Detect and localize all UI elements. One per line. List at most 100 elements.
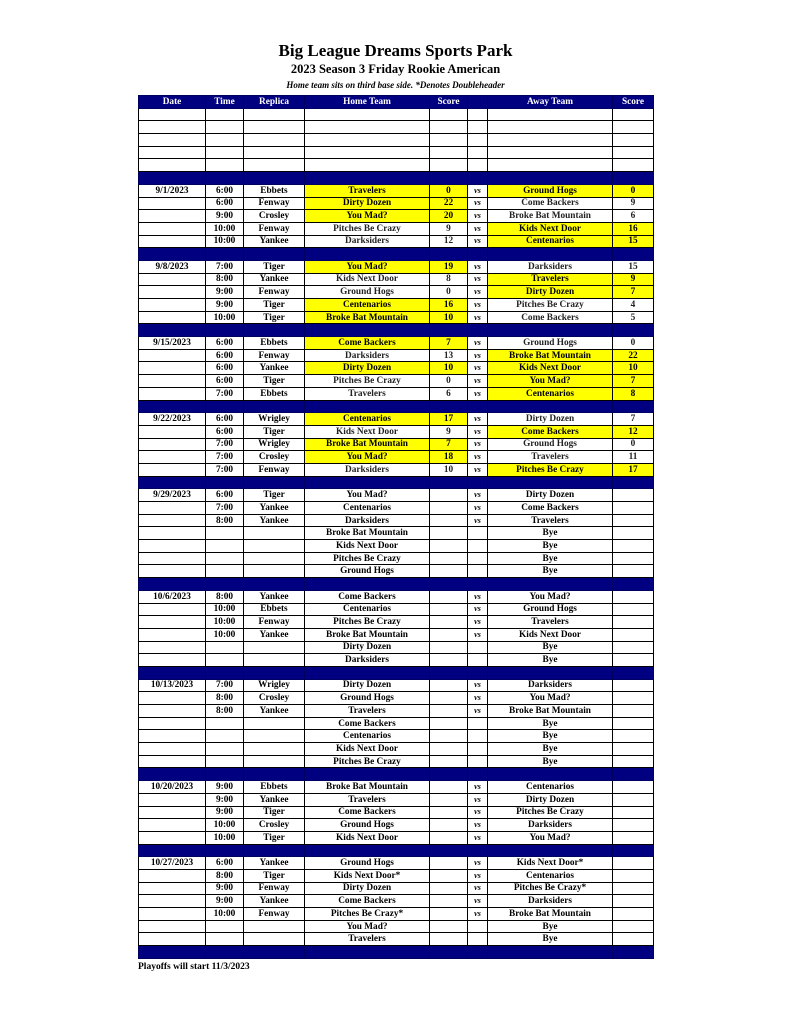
vs-cell: vs <box>467 894 488 908</box>
away-score-cell <box>612 742 654 756</box>
vs-cell: vs <box>467 691 488 705</box>
empty-row-cell <box>429 158 468 173</box>
week-separator <box>138 247 654 261</box>
replica-cell <box>243 742 305 756</box>
home-team-cell: Kids Next Door <box>304 539 430 553</box>
date-cell <box>138 272 206 287</box>
game-row: Ground Hogs Bye <box>138 564 654 579</box>
vs-cell: vs <box>467 792 488 807</box>
away-team-cell: Travelers <box>487 513 613 528</box>
page-title: Big League Dreams Sports Park <box>278 41 513 60</box>
column-header-away-score: Score <box>612 95 654 109</box>
empty-row-cell <box>467 120 488 135</box>
vs-cell: vs <box>467 386 488 401</box>
home-team-cell: Dirty Dozen <box>304 640 430 655</box>
home-team-cell: Darksiders <box>304 653 430 667</box>
away-team-cell: Bye <box>487 640 613 655</box>
away-team-cell: Come Backers <box>487 310 613 325</box>
away-score-cell: 4 <box>612 298 654 312</box>
replica-cell <box>243 539 305 553</box>
replica-cell: Tiger <box>243 805 305 820</box>
home-team-cell: Kids Next Door <box>304 424 430 439</box>
time-cell <box>205 564 244 579</box>
date-cell <box>138 513 206 528</box>
away-team-cell: Dirty Dozen <box>487 412 613 426</box>
week-separator-cell <box>429 843 468 858</box>
playoffs-note: Playoffs will start 11/3/2023 <box>138 962 250 972</box>
home-team-cell: Come Backers <box>304 894 430 908</box>
away-score-cell <box>612 513 654 528</box>
replica-cell: Fenway <box>243 881 305 896</box>
replica-cell <box>243 551 305 566</box>
away-score-cell <box>612 881 654 896</box>
vs-cell: vs <box>467 424 488 439</box>
away-team-cell: Ground Hogs <box>487 183 613 198</box>
vs-cell: vs <box>467 805 488 820</box>
time-cell: 6:00 <box>205 348 244 363</box>
empty-row-cell <box>138 145 206 160</box>
home-team-cell: Pitches Be Crazy <box>304 615 430 629</box>
week-separator-cell <box>612 767 654 782</box>
week-separator-cell <box>138 475 206 490</box>
home-score-cell <box>429 501 468 515</box>
game-row: 8:00 Yankee Darksiders vs Travelers <box>138 513 654 528</box>
home-score-cell <box>429 704 468 718</box>
empty-row <box>138 145 654 160</box>
empty-row-cell <box>467 158 488 173</box>
time-cell: 6:00 <box>205 336 244 350</box>
away-score-cell <box>612 539 654 553</box>
replica-cell: Ebbets <box>243 336 305 350</box>
week-separator-cell <box>429 323 468 338</box>
vs-cell: vs <box>467 881 488 896</box>
date-cell <box>138 792 206 807</box>
away-score-cell: 7 <box>612 374 654 388</box>
empty-row-cell <box>612 120 654 135</box>
date-cell <box>138 754 206 769</box>
week-separator-cell <box>243 843 305 858</box>
game-row: 7:00 Fenway Darksiders 10 vs Pitches Be Crazy… <box>138 462 654 477</box>
home-team-cell: Travelers <box>304 792 430 807</box>
week-separator-cell <box>138 767 206 782</box>
away-score-cell <box>612 919 654 934</box>
time-cell: 6:00 <box>205 856 244 870</box>
week-separator-cell <box>243 171 305 185</box>
time-cell <box>205 919 244 934</box>
game-row: 9:00 Yankee Travelers vs Dirty Dozen <box>138 792 654 807</box>
away-team-cell: Pitches Be Crazy <box>487 462 613 477</box>
home-team-cell: Come Backers <box>304 589 430 604</box>
replica-cell: Ebbets <box>243 780 305 794</box>
empty-row-cell <box>487 107 613 122</box>
vs-cell: vs <box>467 907 488 921</box>
empty-row-cell <box>304 158 430 173</box>
week-separator-cell <box>205 247 244 261</box>
date-cell <box>138 881 206 896</box>
home-team-cell: Darksiders <box>304 513 430 528</box>
home-score-cell: 17 <box>429 412 468 426</box>
week-separator-cell <box>243 247 305 261</box>
vs-cell: vs <box>467 678 488 693</box>
home-team-cell: Broke Bat Mountain <box>304 526 430 541</box>
replica-cell: Fenway <box>243 285 305 299</box>
home-score-cell: 7 <box>429 336 468 350</box>
vs-cell: vs <box>467 183 488 198</box>
vs-cell: vs <box>467 209 488 223</box>
vs-cell: vs <box>467 234 488 249</box>
empty-row-cell <box>429 107 468 122</box>
away-team-cell: Dirty Dozen <box>487 792 613 807</box>
empty-row-cell <box>487 145 613 160</box>
date-cell <box>138 704 206 718</box>
vs-cell <box>467 551 488 566</box>
replica-cell <box>243 919 305 934</box>
week-separator-cell <box>205 665 244 680</box>
game-row: Pitches Be Crazy Bye <box>138 754 654 769</box>
game-row: 7:00 Wrigley Broke Bat Mountain 7 vs Ground H… <box>138 437 654 452</box>
time-cell <box>205 754 244 769</box>
replica-cell: Tiger <box>243 310 305 325</box>
week-separator <box>138 171 654 185</box>
game-row: 9/8/2023 7:00 Tiger You Mad? 19 vs Darksiders 1… <box>138 259 654 274</box>
week-separator-cell <box>304 945 430 959</box>
empty-row <box>138 158 654 173</box>
week-separator-cell <box>467 665 488 680</box>
date-cell: 10/27/2023 <box>138 856 206 870</box>
home-score-cell <box>429 856 468 870</box>
